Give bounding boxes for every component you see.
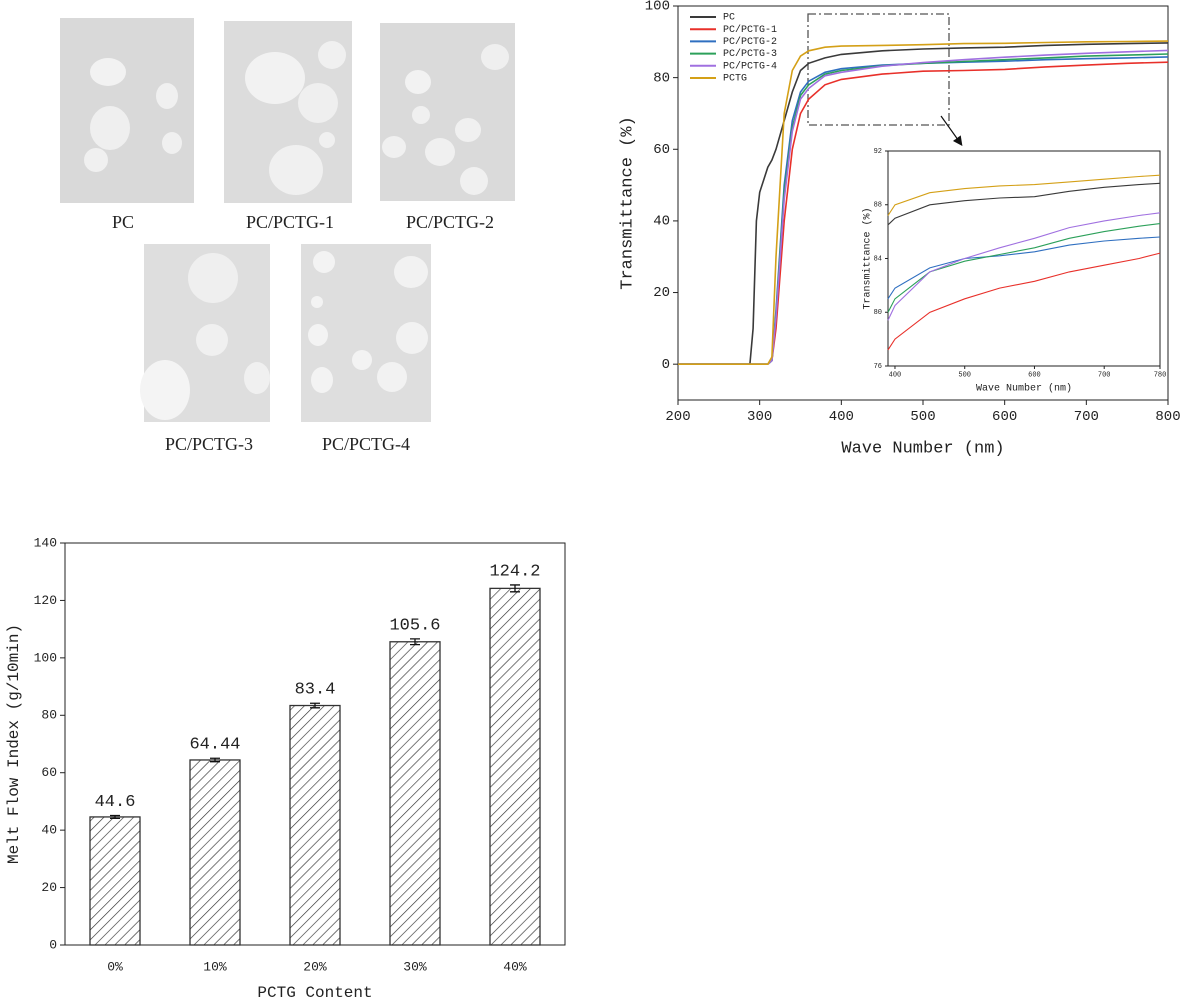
y-tick-label: 100	[34, 650, 57, 665]
error-bar-line	[310, 702, 320, 709]
data-line	[887, 252, 1161, 351]
x-tick-label: 20%	[303, 959, 327, 974]
x-tick-label: 40%	[503, 959, 527, 974]
y-tick-label: 100	[645, 0, 670, 15]
plot-frame	[887, 150, 1161, 367]
x-tick-label: 800	[1155, 409, 1180, 425]
data-line	[678, 61, 1169, 365]
bar	[289, 704, 341, 946]
y-tick-label: 84	[874, 255, 882, 263]
y-tick-label: 0	[662, 357, 670, 373]
y-tick-label: 88	[874, 202, 882, 210]
data-line	[678, 42, 1169, 365]
x-tick-label: 700	[1098, 371, 1111, 379]
error-bar-line	[510, 584, 520, 593]
error-bar	[110, 814, 120, 820]
error-bar-line	[210, 757, 220, 763]
y-tick-label: 60	[41, 765, 57, 780]
data-line	[887, 223, 1161, 313]
x-tick-label: 30%	[403, 959, 427, 974]
y-tick-label: 140	[34, 535, 57, 550]
bar	[189, 759, 241, 946]
photo-label: PC/PCTG-2	[406, 212, 494, 232]
x-tick-label: 500	[958, 371, 971, 379]
y-axis-label: Transmittance (%)	[862, 207, 874, 309]
error-bar	[210, 757, 220, 763]
value-label: 83.4	[295, 681, 336, 700]
y-tick-label: 20	[653, 285, 670, 301]
photos-panel: PC PC/PCTG-1 PC/PCTG-2 PC/PCTG-3 PC/PCTG…	[60, 18, 515, 454]
legend-label: PC/PCTG-2	[723, 36, 777, 48]
legend-label: PC/PCTG-1	[723, 24, 777, 36]
data-line	[887, 236, 1161, 300]
x-axis-label: Wave Number (nm)	[976, 383, 1072, 395]
x-tick-label: 780	[1154, 371, 1167, 379]
y-tick-label: 40	[653, 214, 670, 230]
y-tick-label: 80	[41, 708, 57, 723]
y-tick-label: 60	[653, 142, 670, 158]
zoom-box	[807, 13, 950, 126]
bar	[389, 641, 441, 946]
x-tick-label: 300	[747, 409, 772, 425]
bar	[89, 816, 141, 946]
y-tick-label: 40	[41, 823, 57, 838]
y-tick-label: 20	[41, 880, 57, 895]
photo-label: PC/PCTG-4	[322, 434, 410, 454]
error-bar	[410, 638, 420, 646]
x-axis-label: Wave Number (nm)	[841, 439, 1004, 458]
error-bar-line	[410, 638, 420, 646]
bar	[489, 587, 541, 946]
error-bar-line	[110, 814, 120, 820]
value-label: 64.44	[189, 736, 240, 755]
y-axis-label: Melt Flow Index (g/10min)	[5, 624, 23, 864]
legend-label: PC/PCTG-4	[723, 60, 777, 72]
x-tick-label: 200	[665, 409, 690, 425]
y-tick-label: 80	[653, 70, 670, 86]
value-label: 44.6	[95, 793, 136, 812]
error-bar	[510, 584, 520, 593]
y-tick-label: 0	[49, 937, 57, 952]
data-line	[887, 212, 1161, 321]
photo-label: PC/PCTG-1	[246, 212, 334, 232]
x-axis-label: PCTG Content	[257, 984, 372, 997]
data-line	[678, 40, 1169, 365]
value-label: 105.6	[389, 616, 440, 635]
legend-label: PC	[723, 13, 735, 24]
y-tick-label: 92	[874, 148, 882, 156]
x-tick-label: 0%	[107, 959, 123, 974]
data-line	[887, 174, 1161, 216]
value-label: 124.2	[489, 562, 540, 581]
x-tick-label: 600	[992, 409, 1017, 425]
x-tick-label: 700	[1074, 409, 1099, 425]
y-tick-label: 120	[34, 593, 57, 608]
photo-label: PC/PCTG-3	[165, 434, 253, 454]
x-tick-label: 400	[889, 371, 902, 379]
zoom-arrow	[940, 115, 963, 146]
y-tick-label: 80	[874, 309, 882, 317]
x-tick-label: 400	[829, 409, 854, 425]
legend-label: PC/PCTG-3	[723, 48, 777, 60]
y-tick-label: 76	[874, 363, 882, 371]
y-axis-label: Transmittance (%)	[618, 116, 637, 289]
data-line	[887, 182, 1161, 226]
photo	[60, 18, 194, 203]
legend-label: PCTG	[723, 74, 747, 85]
error-bar	[310, 702, 320, 709]
x-tick-label: 500	[910, 409, 935, 425]
x-tick-label: 600	[1028, 371, 1041, 379]
x-tick-label: 10%	[203, 959, 227, 974]
photo-label: PC	[112, 212, 134, 232]
